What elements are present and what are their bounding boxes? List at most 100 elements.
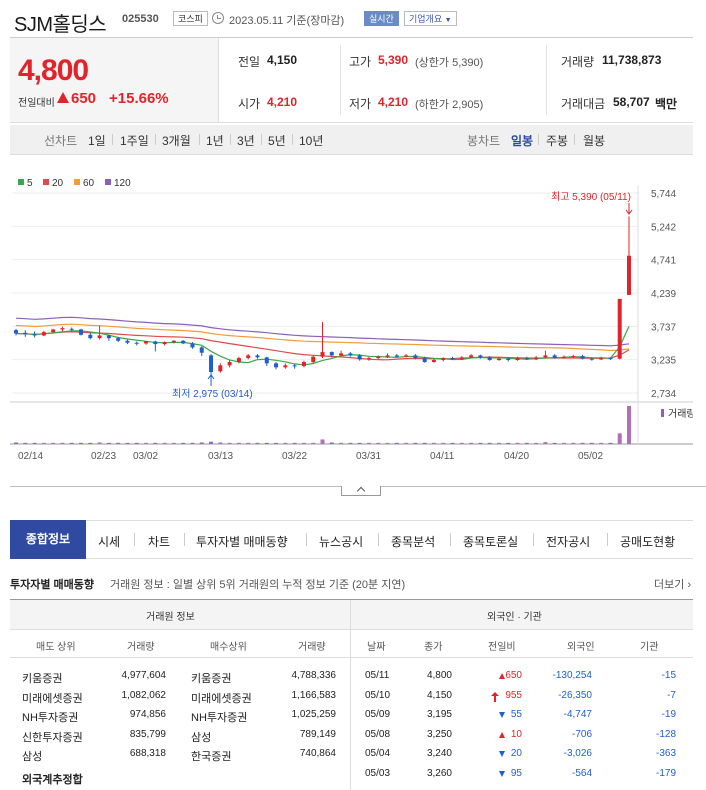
market-badge: 코스피 xyxy=(173,11,208,26)
volume-bar xyxy=(292,442,297,444)
legend-swatch xyxy=(74,179,80,185)
open-price: 4,210 xyxy=(267,95,298,109)
volume-bar xyxy=(116,442,121,444)
col-buy-vol: 거래량 xyxy=(298,642,326,653)
candle-body xyxy=(320,352,325,357)
volume-bar xyxy=(320,439,325,444)
more-link[interactable]: 더보기 › xyxy=(654,576,691,592)
up-triangle-icon xyxy=(57,92,69,103)
divider xyxy=(378,533,379,546)
y-tick-label: 4,239 xyxy=(651,289,676,300)
candle-body xyxy=(366,358,371,360)
broker-sell-name: 신한투자증권 xyxy=(22,731,83,744)
candle-body xyxy=(97,335,102,339)
broker-sell-name: NH투자증권 xyxy=(22,712,79,724)
candle-body xyxy=(60,328,65,330)
nav-summary[interactable]: 종합정보 xyxy=(10,520,86,559)
section-desc: 거래원 정보 : 일별 상위 5위 거래원의 누적 정보 기준 (20분 지연) xyxy=(110,579,406,591)
x-tick-label: 03/22 xyxy=(282,451,307,462)
volume-bar xyxy=(227,442,232,444)
candle-body xyxy=(209,355,214,373)
stock-nav xyxy=(10,520,693,559)
candle-body xyxy=(79,329,84,335)
row-foreign: -564 xyxy=(571,768,592,779)
candle-body xyxy=(385,355,390,357)
price-panel xyxy=(10,38,219,122)
candle-body xyxy=(264,357,269,364)
nav-short-selling[interactable]: 공매도현황 xyxy=(620,535,676,549)
candle-body xyxy=(14,330,18,334)
price-change-pct: +15.66% xyxy=(109,90,169,107)
tab-10y[interactable]: 10년 xyxy=(299,134,324,148)
volume-bar xyxy=(404,442,409,444)
row-inst: -128 xyxy=(655,728,676,740)
candle-body xyxy=(431,360,436,363)
row-inst: -363 xyxy=(655,748,676,760)
tab-3m[interactable]: 3개월 xyxy=(162,134,191,148)
broker-sell-volume: 688,318 xyxy=(129,748,166,759)
nav-chart[interactable]: 차트 xyxy=(148,535,171,549)
volume-bar xyxy=(311,442,316,444)
volume-bar xyxy=(599,442,604,444)
nav-analysis[interactable]: 종목분석 xyxy=(391,535,436,549)
volume-bar xyxy=(60,442,65,444)
tab-5y[interactable]: 5년 xyxy=(268,134,286,148)
nav-quote[interactable]: 시세 xyxy=(98,535,121,549)
x-tick-label: 04/11 xyxy=(430,451,455,462)
divider xyxy=(546,45,547,115)
divider xyxy=(134,533,135,546)
broker-sell-name: 삼성 xyxy=(22,751,43,763)
candle-body xyxy=(413,355,418,359)
tab-3y[interactable]: 3년 xyxy=(237,134,255,148)
broker-buy-name: 키움증권 xyxy=(191,673,232,685)
volume-bar xyxy=(561,442,566,444)
tab-weekly[interactable]: 주봉 xyxy=(546,134,569,148)
nav-investor[interactable]: 투자자별 매매동향 xyxy=(196,535,288,549)
volume-bar xyxy=(580,442,585,444)
current-price: 4,800 xyxy=(18,54,89,87)
tab-daily[interactable]: 일봉 xyxy=(511,134,534,148)
row-date: 05/04 xyxy=(365,748,391,760)
volume-bar xyxy=(88,442,93,444)
volume-bar xyxy=(589,442,594,444)
candle-body xyxy=(190,343,195,348)
company-info-dropdown[interactable]: 기업개요 ▼ xyxy=(404,11,457,26)
candle-body xyxy=(171,340,176,343)
amount-value: 58,707 xyxy=(613,95,650,109)
up-triangle-icon xyxy=(499,731,505,738)
tab-1w[interactable]: 1주일 xyxy=(120,134,149,148)
y-tick-label: 2,734 xyxy=(651,389,676,400)
tab-monthly[interactable]: 월봉 xyxy=(583,134,606,148)
volume-bar xyxy=(376,442,381,444)
volume-bar xyxy=(357,442,362,444)
row-inst: -15 xyxy=(661,670,676,681)
broker-buy-name: 미래에셋증권 xyxy=(191,692,252,705)
volume-bar xyxy=(171,442,176,444)
change-label: 전일대비 xyxy=(18,98,55,109)
collapse-chart-button[interactable] xyxy=(341,486,381,496)
tab-1d[interactable]: 1일 xyxy=(88,134,106,148)
nav-news[interactable]: 뉴스공시 xyxy=(319,535,364,549)
realtime-button[interactable]: 실시간 xyxy=(364,11,399,26)
volume-bar xyxy=(617,433,622,444)
divider xyxy=(350,600,351,790)
candle-body xyxy=(357,355,362,360)
tab-1y[interactable]: 1년 xyxy=(206,134,224,148)
candle-body xyxy=(627,255,631,295)
divider xyxy=(533,533,534,546)
candle-body xyxy=(339,353,344,356)
row-close: 3,195 xyxy=(426,709,452,721)
candlestick-chart[interactable]: 5,744 5,242 4,741 4,239 3,737 3,235 2,734 5 20 60… xyxy=(10,156,693,486)
foreign-header: 외국인 · 기관 xyxy=(487,612,542,623)
high-label: 고가 xyxy=(349,55,372,69)
x-tick-label: 04/20 xyxy=(504,451,529,462)
nav-forum[interactable]: 종목토론실 xyxy=(463,535,519,549)
candle-body xyxy=(292,365,297,367)
base-date: 2023.05.11 기준(장마감) xyxy=(229,15,345,27)
candle-body xyxy=(236,358,241,363)
candle-body xyxy=(153,341,158,345)
volume-bar xyxy=(413,442,418,444)
stock-code: 025530 xyxy=(122,13,159,25)
nav-disclosure[interactable]: 전자공시 xyxy=(546,535,591,549)
candle-body xyxy=(617,298,622,359)
